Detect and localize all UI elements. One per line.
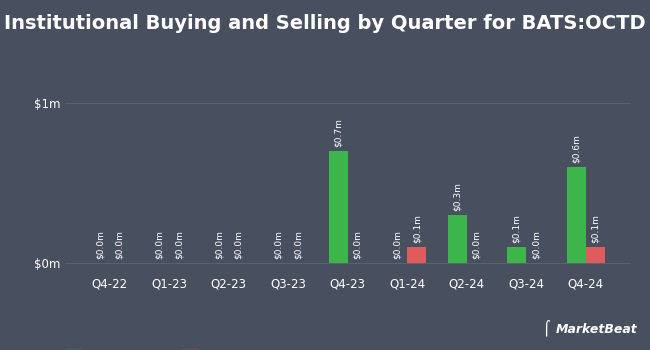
Text: $0.1m: $0.1m [512,215,521,243]
Text: MarketBeat: MarketBeat [555,323,637,336]
Text: $0.1m: $0.1m [412,215,421,243]
Text: $0.0m: $0.0m [531,231,540,259]
Text: $0.1m: $0.1m [591,215,600,243]
Text: $0.0m: $0.0m [472,231,481,259]
Text: $0.0m: $0.0m [115,231,124,259]
Bar [586,247,604,264]
Text: $0.0m: $0.0m [393,231,402,259]
Text: $0.0m: $0.0m [293,231,302,259]
Bar [448,215,467,264]
Text: $0.0m: $0.0m [274,231,283,259]
Text: $0.0m: $0.0m [234,231,242,259]
Text: Institutional Buying and Selling by Quarter for BATS:OCTD: Institutional Buying and Selling by Quar… [4,14,646,33]
Text: $0.0m: $0.0m [353,231,362,259]
Text: $0.0m: $0.0m [174,231,183,259]
Bar [329,151,348,264]
Text: $0.0m: $0.0m [214,231,224,259]
Text: $0.0m: $0.0m [96,231,105,259]
Text: $0.3m: $0.3m [453,182,461,211]
Text: $0.7m: $0.7m [333,118,343,147]
Bar [567,167,586,264]
Bar [507,247,526,264]
Text: ⌠: ⌠ [542,320,549,336]
Bar [408,247,426,264]
Text: $0.6m: $0.6m [572,134,580,163]
Legend: Total Inflows, Total Outflows: Total Inflows, Total Outflows [59,346,289,350]
Text: $0.0m: $0.0m [155,231,164,259]
